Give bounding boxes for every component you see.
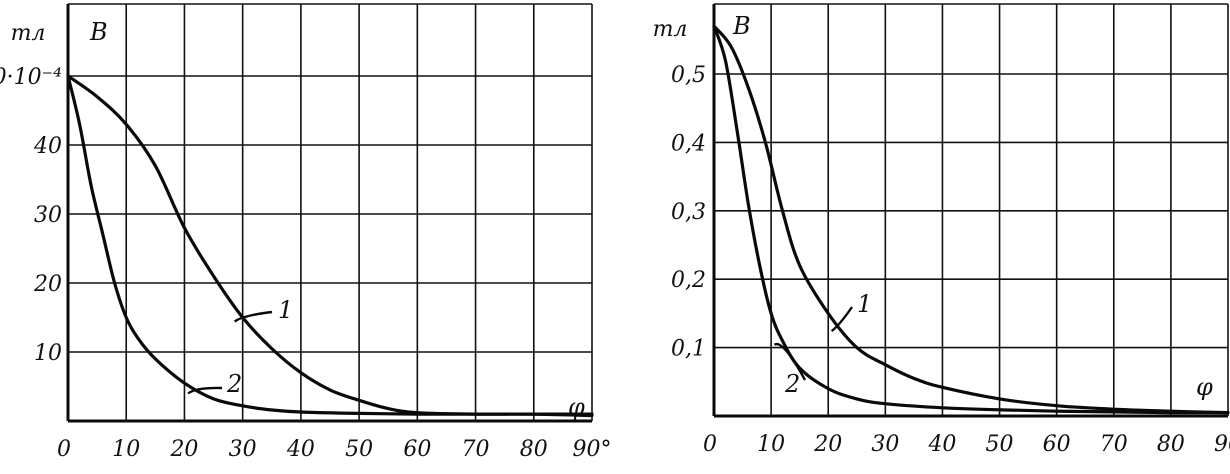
y-tick-label: 30 (34, 203, 62, 228)
x-tick-label: 90° (573, 437, 612, 462)
y-tick-label: 0,4 (671, 131, 706, 156)
y-tick-label: 20 (33, 272, 62, 297)
y-tick-label: 40 (33, 134, 62, 159)
x-tick-label: 80 (1157, 432, 1185, 457)
x-tick-label: 70 (1100, 432, 1128, 457)
y-tick-label: 0,1 (671, 337, 706, 362)
y-axis-label: B (732, 12, 751, 40)
y-tick-label: 10 (34, 341, 62, 366)
chart-right: 0 10 20 30 40 50 60 70 80 90 0,1 0,2 0,3 0,4 0,5 тл Bφ 1 2 (653, 3, 1230, 457)
x-tick-label: 80 (520, 437, 548, 462)
x-tick-label: 10 (757, 432, 785, 457)
series-label-2: 2 (226, 370, 242, 398)
x-tick-label: 30 (871, 432, 899, 457)
series-label-1: 1 (857, 290, 872, 318)
x-tick-label: 20 (813, 432, 842, 457)
series-label-2: 2 (784, 370, 800, 398)
x-tick-label: 50 (345, 437, 373, 462)
series-line-1 (66, 74, 594, 418)
series-label-1: 1 (278, 296, 293, 324)
x-axis-label: φ (1196, 373, 1213, 401)
x-tick-label: 60 (403, 437, 431, 462)
x-tick-label: 60 (1043, 432, 1071, 457)
x-tick-label: 20 (169, 437, 198, 462)
y-tick-label: 50·10⁻⁴ (0, 65, 62, 90)
x-tick-label: 70 (462, 437, 490, 462)
x-tick-label: 30 (229, 437, 257, 462)
x-tick-label: 40 (927, 432, 956, 457)
y-tick-label: 0,5 (671, 63, 706, 88)
series-line-2 (712, 24, 1230, 415)
x-tick-label: 0 (703, 432, 717, 457)
x-tick-label: 10 (112, 437, 140, 462)
series-line-2 (66, 74, 594, 416)
x-tick-label: 0 (57, 437, 71, 462)
series-leader-2 (773, 342, 807, 381)
x-tick-label: 50 (986, 432, 1014, 457)
chart-left: 0102030405060708090°1020304050·10⁻⁴тлBφ1… (0, 3, 612, 462)
unit-label: тл (11, 21, 46, 46)
series-leader-1 (830, 306, 853, 333)
series-leader-2 (187, 386, 223, 395)
y-tick-label: 0,2 (671, 268, 706, 293)
x-tick-label: 40 (286, 437, 315, 462)
y-tick-label: 0,3 (671, 200, 706, 225)
x-tick-label: 90 (1214, 432, 1230, 457)
unit-label: тл (653, 17, 688, 42)
y-axis-label: B (89, 18, 108, 46)
series-line-1 (712, 24, 1230, 415)
series-leader-1 (233, 310, 273, 323)
